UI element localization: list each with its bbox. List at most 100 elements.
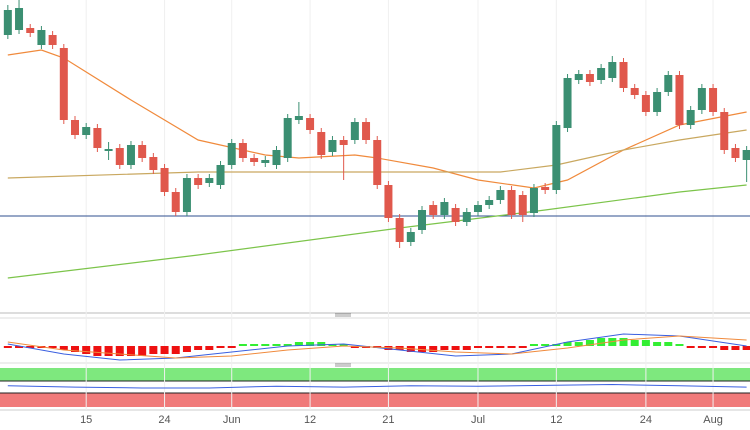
x-tick-label: 12 xyxy=(304,414,316,426)
histogram-bar xyxy=(418,346,427,352)
candle-body xyxy=(227,143,236,165)
histogram-bar xyxy=(462,346,471,350)
overbought-band xyxy=(0,368,750,381)
line xyxy=(7,383,747,389)
candle-body xyxy=(48,35,57,45)
histogram-bar xyxy=(485,346,494,348)
candle-body xyxy=(574,74,583,80)
candle-body xyxy=(529,188,538,213)
x-tick-label: Jul xyxy=(471,414,485,426)
candle-body xyxy=(261,160,270,163)
candle-body xyxy=(362,122,371,140)
histogram-bar xyxy=(720,346,729,350)
x-tick-label: 21 xyxy=(382,414,394,426)
candle-body xyxy=(496,190,505,200)
candle-body xyxy=(485,200,494,205)
histogram-bar xyxy=(272,344,281,346)
candle-body xyxy=(451,208,460,222)
candle-body xyxy=(126,145,135,165)
candle-body xyxy=(541,187,550,190)
candle-body xyxy=(686,110,695,125)
candle-body xyxy=(294,116,303,120)
candle-body xyxy=(552,125,561,190)
histogram-bar xyxy=(709,346,718,348)
histogram-bar xyxy=(574,342,583,346)
candle-body xyxy=(194,178,203,185)
histogram-bar xyxy=(261,344,270,346)
histogram-bar xyxy=(126,346,135,356)
candle-body xyxy=(373,140,382,185)
x-tick-label: 24 xyxy=(158,414,170,426)
histogram-bar xyxy=(429,346,438,352)
histogram-bar xyxy=(216,346,225,348)
candle-body xyxy=(619,62,628,88)
histogram-bar xyxy=(440,346,449,350)
candle-body xyxy=(238,143,247,158)
candle-body xyxy=(272,150,281,165)
histogram-bar xyxy=(451,346,460,350)
candle-body xyxy=(406,232,415,242)
histogram-bar xyxy=(697,346,706,348)
candle-body xyxy=(429,205,438,215)
histogram-bar xyxy=(194,346,203,350)
histogram-bar xyxy=(205,346,214,350)
histogram-bar xyxy=(93,346,102,356)
x-tick-label: 24 xyxy=(640,414,652,426)
histogram-bar xyxy=(238,344,247,346)
candle-body xyxy=(15,8,24,30)
histogram-bar xyxy=(507,346,516,348)
candle-body xyxy=(608,62,617,78)
candle-body xyxy=(709,88,718,112)
candle-body xyxy=(3,10,12,35)
resize-handle[interactable] xyxy=(335,313,351,317)
candle-body xyxy=(384,185,393,218)
candle-body xyxy=(205,178,214,183)
histogram-bar xyxy=(104,346,113,356)
candle-body xyxy=(731,148,740,158)
histogram-bar xyxy=(3,346,12,348)
histogram-bar xyxy=(82,346,91,354)
candle-body xyxy=(328,140,337,152)
candle-body xyxy=(742,150,750,160)
oversold-band xyxy=(0,393,750,407)
histogram-bar xyxy=(59,346,68,350)
candle-body xyxy=(93,128,102,148)
candle-body xyxy=(350,122,359,140)
histogram-bar xyxy=(115,346,124,356)
candle-body xyxy=(182,178,191,212)
histogram-bar xyxy=(149,346,158,354)
candle-body xyxy=(317,132,326,155)
candle-body xyxy=(26,28,35,33)
histogram-bar xyxy=(597,338,606,346)
histogram-bar xyxy=(664,342,673,346)
candle-body xyxy=(630,88,639,95)
resize-handle[interactable] xyxy=(335,363,351,367)
line xyxy=(7,184,747,279)
histogram-bar xyxy=(653,342,662,346)
candle-body xyxy=(59,48,68,120)
candle-body xyxy=(104,149,113,151)
histogram-bar xyxy=(227,346,236,348)
histogram-bar xyxy=(182,346,191,352)
histogram-bar xyxy=(742,346,750,350)
candle-body xyxy=(37,30,46,45)
histogram-bar xyxy=(350,346,359,348)
candle-body xyxy=(82,127,91,135)
candle-body xyxy=(306,118,315,130)
histogram-bar xyxy=(518,346,527,348)
histogram-bar xyxy=(619,338,628,346)
candle-body xyxy=(160,168,169,192)
candle-body xyxy=(283,118,292,158)
candle-body xyxy=(585,74,594,82)
candle-body xyxy=(149,157,158,170)
candle-body xyxy=(653,92,662,112)
histogram-bar xyxy=(630,340,639,346)
histogram-bar xyxy=(171,346,180,354)
x-tick-label: 12 xyxy=(550,414,562,426)
candle-body xyxy=(697,88,706,110)
candle-body xyxy=(462,212,471,222)
histogram-bar xyxy=(294,342,303,346)
histogram-bar xyxy=(585,340,594,346)
histogram-bar xyxy=(641,340,650,346)
